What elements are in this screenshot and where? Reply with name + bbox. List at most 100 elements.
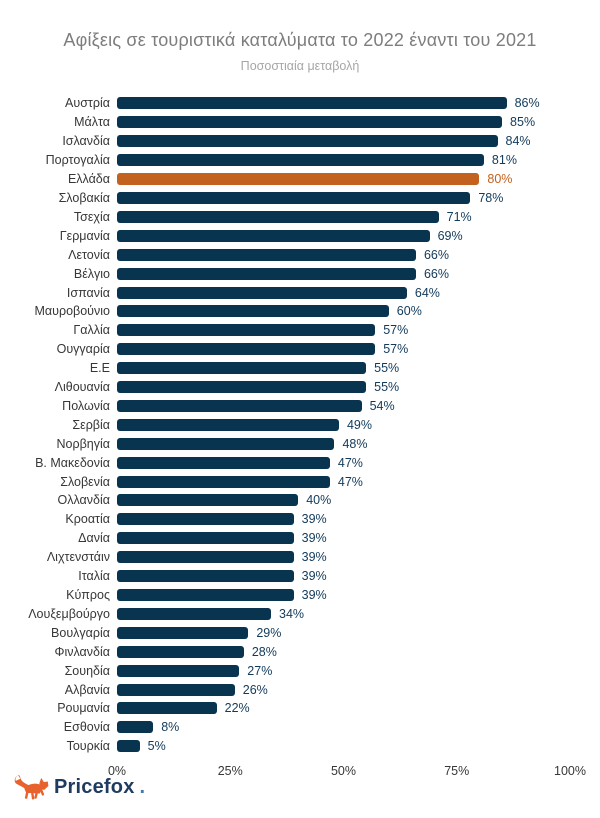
category-label: Ισλανδία bbox=[62, 134, 110, 149]
value-label: 80% bbox=[487, 172, 513, 187]
bar-track: 60% bbox=[117, 304, 570, 318]
bar-track: 71% bbox=[117, 210, 570, 224]
bar bbox=[117, 589, 294, 602]
bar-track: 40% bbox=[117, 493, 570, 507]
category-label: Ολλανδία bbox=[57, 493, 110, 508]
bar-track: 39% bbox=[117, 569, 570, 583]
chart-row: Φινλανδία 28% bbox=[0, 642, 600, 661]
chart-row: Σλοβενία 47% bbox=[0, 472, 600, 491]
category-label: Ελλάδα bbox=[67, 172, 110, 187]
value-label: 27% bbox=[247, 663, 273, 678]
bar-highlighted bbox=[117, 173, 480, 186]
pricefox-fox-icon bbox=[14, 775, 49, 800]
value-label: 57% bbox=[383, 342, 409, 357]
value-label: 26% bbox=[242, 682, 268, 697]
category-label: Ρουμανία bbox=[57, 701, 110, 716]
category-label: Λουξεμβούργο bbox=[28, 606, 110, 621]
value-label: 40% bbox=[306, 493, 332, 508]
bar-rows: Αυστρία 86% Μάλτα 85% Ισλανδία 84% Πορτογαλία 8… bbox=[0, 94, 600, 756]
chart-row: Ε.Ε 55% bbox=[0, 359, 600, 378]
category-label: Γερμανία bbox=[59, 228, 110, 243]
value-label: 49% bbox=[346, 417, 372, 432]
category-label: Λιθουανία bbox=[54, 380, 110, 395]
bar-track: 47% bbox=[117, 456, 570, 470]
value-label: 39% bbox=[301, 531, 327, 546]
chart-row: Ελλάδα 80% bbox=[0, 170, 600, 189]
chart-header: Αφίξεις σε τουριστικά καταλύματα το 2022… bbox=[0, 0, 600, 73]
category-label: Κροατία bbox=[65, 512, 110, 527]
bar-track: 69% bbox=[117, 229, 570, 243]
pricefox-wordmark-dot: . bbox=[139, 776, 146, 798]
value-label: 29% bbox=[256, 625, 282, 640]
chart-row: Κύπρος 39% bbox=[0, 586, 600, 605]
bar-track: 39% bbox=[117, 531, 570, 545]
value-label: 86% bbox=[514, 96, 540, 111]
bar bbox=[117, 570, 294, 583]
category-label: Αυστρία bbox=[65, 96, 110, 111]
bar-track: 28% bbox=[117, 645, 570, 659]
bar bbox=[117, 154, 484, 167]
value-label: 55% bbox=[374, 380, 400, 395]
bar bbox=[117, 305, 389, 318]
value-label: 69% bbox=[437, 228, 463, 243]
category-label: Τσεχία bbox=[73, 209, 110, 224]
value-label: 55% bbox=[374, 361, 400, 376]
bar-track: 47% bbox=[117, 475, 570, 489]
chart-row: Πολωνία 54% bbox=[0, 397, 600, 416]
chart-row: Βουλγαρία 29% bbox=[0, 623, 600, 642]
bar bbox=[117, 229, 430, 242]
bar bbox=[117, 551, 294, 564]
category-label: Βέλγιο bbox=[73, 266, 110, 281]
chart-row: Γερμανία 69% bbox=[0, 226, 600, 245]
category-label: Βουλγαρία bbox=[51, 625, 110, 640]
category-label: Αλβανία bbox=[64, 682, 110, 697]
chart-row: Β. Μακεδονία 47% bbox=[0, 453, 600, 472]
category-label: Σερβία bbox=[72, 417, 110, 432]
chart-row: Ισλανδία 84% bbox=[0, 132, 600, 151]
bar bbox=[117, 645, 244, 658]
value-label: 8% bbox=[161, 720, 180, 735]
category-label: Φινλανδία bbox=[54, 644, 111, 659]
bar-track: 34% bbox=[117, 607, 570, 621]
bar-track: 27% bbox=[117, 664, 570, 678]
bar-track: 54% bbox=[117, 399, 570, 413]
x-axis: 0% 25% 50% 75% 100% bbox=[108, 764, 586, 780]
value-label: 39% bbox=[301, 569, 327, 584]
bar bbox=[117, 532, 294, 545]
category-label: Ιταλία bbox=[78, 569, 110, 584]
chart-row: Μαυροβούνιο 60% bbox=[0, 302, 600, 321]
bar bbox=[117, 664, 240, 677]
chart-row: Ρουμανία 22% bbox=[0, 699, 600, 718]
bar-track: 39% bbox=[117, 550, 570, 564]
bar-track: 49% bbox=[117, 418, 570, 432]
bar-track: 80% bbox=[117, 172, 570, 186]
value-label: 47% bbox=[337, 474, 363, 489]
bar bbox=[117, 456, 330, 469]
bar-track: 78% bbox=[117, 191, 570, 205]
value-label: 48% bbox=[342, 436, 368, 451]
bar-track: 66% bbox=[117, 248, 570, 262]
chart-row: Τσεχία 71% bbox=[0, 207, 600, 226]
bar-track: 57% bbox=[117, 323, 570, 337]
chart-row: Λετονία 66% bbox=[0, 245, 600, 264]
chart-row: Τουρκία 5% bbox=[0, 737, 600, 756]
x-axis-tick-label: 0% bbox=[107, 763, 127, 778]
bar bbox=[117, 343, 376, 356]
value-label: 5% bbox=[147, 739, 166, 754]
chart-row: Σλοβακία 78% bbox=[0, 189, 600, 208]
bar-track: 57% bbox=[117, 342, 570, 356]
category-label: Λιχτενστάιν bbox=[46, 550, 110, 565]
bar-track: 8% bbox=[117, 720, 570, 734]
value-label: 22% bbox=[224, 701, 250, 716]
bar bbox=[117, 399, 362, 412]
category-label: Ουγγαρία bbox=[56, 342, 110, 357]
bar-track: 48% bbox=[117, 437, 570, 451]
bar bbox=[117, 97, 507, 110]
chart-row: Σουηδία 27% bbox=[0, 661, 600, 680]
bar-track: 55% bbox=[117, 361, 570, 375]
bar bbox=[117, 191, 471, 204]
category-label: Κύπρος bbox=[66, 588, 110, 603]
chart-row: Βέλγιο 66% bbox=[0, 264, 600, 283]
bar-track: 29% bbox=[117, 626, 570, 640]
pricefox-logo: Pricefox. bbox=[13, 772, 145, 803]
